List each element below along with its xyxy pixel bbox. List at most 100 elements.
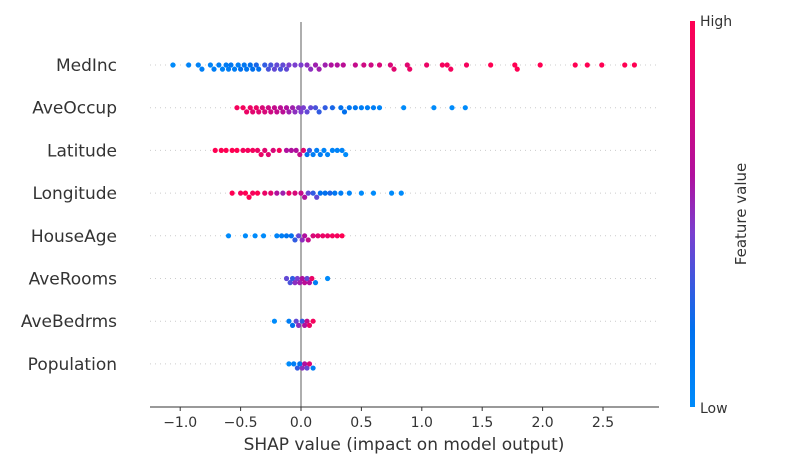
shap-point: [225, 66, 232, 72]
shap-point: [294, 365, 300, 371]
shap-point: [262, 109, 268, 115]
shap-point: [304, 151, 310, 158]
shap-point: [352, 105, 358, 111]
shap-point: [346, 190, 352, 196]
shap-point: [292, 109, 298, 115]
shap-point: [340, 62, 346, 68]
shap-point: [271, 66, 278, 72]
shap-point: [286, 361, 292, 367]
shap-point: [288, 147, 294, 153]
shap-point: [316, 66, 322, 72]
shap-point: [254, 147, 261, 153]
shap-point: [329, 147, 336, 153]
shap-point: [297, 361, 303, 367]
shap-point: [283, 275, 290, 282]
shap-point: [444, 62, 450, 68]
shap-point: [283, 233, 290, 239]
shap-point: [317, 190, 323, 196]
shap-point: [306, 147, 313, 153]
shap-point: [280, 62, 286, 68]
shap-point: [195, 62, 201, 68]
shap-point: [622, 62, 628, 68]
shap-point: [274, 62, 280, 68]
shap-point: [274, 233, 280, 239]
shap-point: [289, 105, 296, 111]
shap-point: [283, 147, 290, 153]
shap-point: [229, 147, 235, 153]
shap-point: [244, 66, 250, 72]
shap-point: [314, 194, 320, 200]
shap-point: [327, 190, 333, 196]
shap-point: [584, 62, 590, 68]
shap-point: [364, 105, 371, 111]
shap-point: [262, 147, 268, 153]
shap-point: [599, 62, 605, 68]
shap-point: [302, 194, 308, 200]
shap-point: [302, 280, 308, 286]
shap-point: [317, 151, 323, 158]
colorbar-low-label: Low: [700, 401, 728, 417]
shap-point: [271, 105, 278, 111]
shap-point: [339, 147, 345, 153]
shap-point: [338, 105, 344, 111]
shap-point: [299, 237, 305, 243]
shap-point: [276, 147, 282, 153]
shap-point: [324, 233, 331, 239]
shap-point: [288, 233, 294, 239]
shap-point: [246, 194, 252, 200]
shap-point: [199, 66, 205, 72]
shap-point: [293, 147, 299, 153]
shap-point: [286, 109, 292, 115]
x-tick-label: 1.5: [471, 415, 493, 431]
shap-point: [274, 190, 280, 196]
shap-point: [235, 62, 241, 68]
shap-point: [324, 275, 331, 282]
shap-point: [463, 62, 470, 68]
shap-point: [295, 105, 302, 111]
shap-point: [265, 66, 271, 72]
shap-point: [238, 66, 244, 72]
shap-point: [299, 318, 305, 324]
shap-point: [306, 280, 313, 286]
feature-label: Longitude: [32, 184, 117, 204]
shap-point: [320, 233, 326, 239]
shap-point: [234, 105, 240, 111]
shap-point: [368, 62, 374, 68]
shap-point: [312, 62, 319, 68]
shap-point: [343, 151, 349, 158]
shap-point: [286, 318, 292, 324]
shap-point: [211, 66, 217, 72]
shap-point: [310, 190, 316, 196]
shap-point: [244, 109, 250, 115]
shap-point: [324, 151, 331, 158]
shap-point: [229, 190, 235, 196]
shap-point: [299, 365, 305, 371]
shap-point: [306, 361, 313, 367]
shap-point: [341, 109, 348, 115]
shap-point: [329, 233, 336, 239]
shap-point: [238, 190, 244, 196]
shap-point: [225, 233, 232, 239]
shap-point: [322, 105, 328, 111]
shap-point: [256, 66, 262, 72]
shap-point: [310, 151, 316, 158]
shap-point: [358, 190, 364, 196]
shap-point: [260, 233, 267, 239]
shap-point: [289, 322, 296, 328]
shap-point: [376, 62, 383, 68]
shap-point: [299, 275, 305, 282]
shap-point: [218, 147, 224, 153]
shap-point: [352, 62, 358, 68]
shap-point: [329, 105, 336, 111]
shap-point: [223, 147, 229, 153]
shap-point: [247, 105, 253, 111]
shap-point: [207, 62, 213, 68]
shap-point: [572, 62, 578, 68]
x-tick-label: −1.0: [163, 415, 197, 431]
shap-point: [186, 62, 192, 68]
shap-point: [265, 105, 271, 111]
shap-point: [240, 105, 246, 111]
shap-point: [291, 361, 297, 367]
shap-point: [240, 147, 246, 153]
shap-point: [308, 105, 314, 111]
